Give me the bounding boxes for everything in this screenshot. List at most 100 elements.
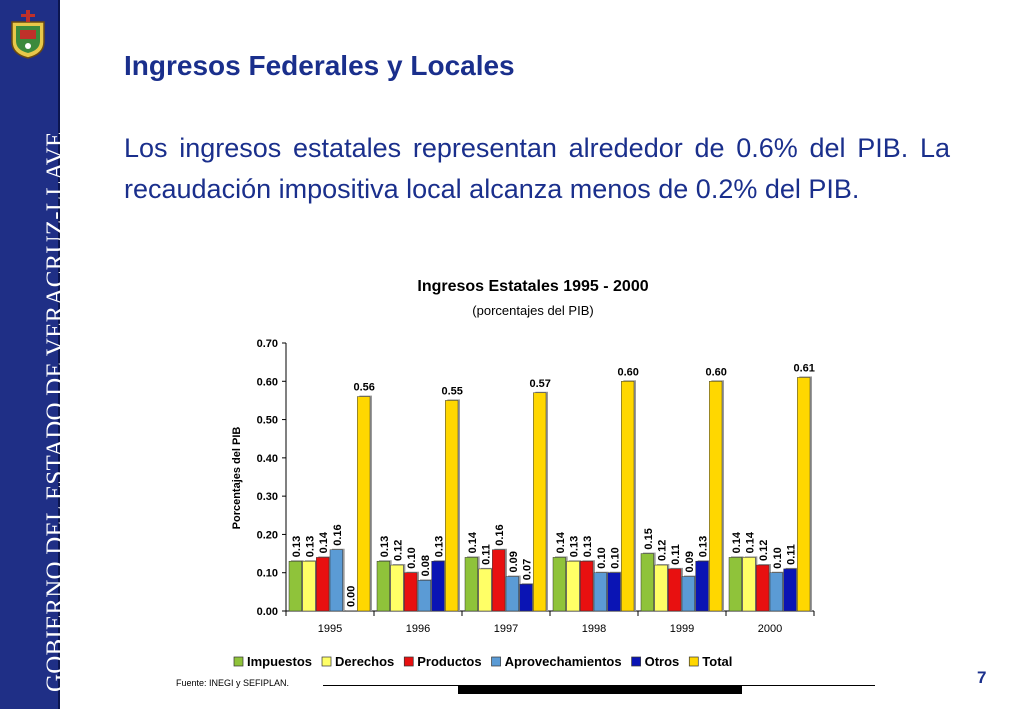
legend-label: Derechos: [335, 654, 394, 669]
bar-shadow: [345, 610, 359, 611]
bar-derechos-1999: [654, 564, 668, 612]
source-note: Fuente: INEGI y SEFIPLAN.: [176, 678, 290, 688]
bar-aprovechamientos-1997: [505, 576, 519, 612]
data-label: 0.00: [346, 586, 358, 607]
y-tick-label: 0.40: [257, 453, 278, 465]
x-tick-label: 1999: [670, 623, 694, 635]
bar-otros-1998: [607, 572, 621, 612]
bar-derechos-1995: [302, 560, 316, 612]
data-label: 0.12: [657, 540, 669, 561]
bar-impuestos-1996: [376, 560, 390, 612]
bar-impuestos-1998: [552, 557, 566, 612]
data-label: 0.13: [305, 536, 317, 557]
footer-rule: [323, 685, 875, 686]
bar-derechos-1996: [390, 564, 404, 612]
bar-total-1995: [357, 396, 371, 612]
data-label: 0.07: [522, 559, 534, 580]
bar-impuestos-1995: [288, 560, 302, 612]
data-label: 0.09: [508, 551, 520, 572]
bar-series: 0.13 0.13 0.14 0.160.000.560.13 0.12 0.10 0.08…: [288, 362, 815, 612]
bar-productos-1995: [316, 557, 330, 612]
chart-legend: Impuestos Derechos Productos Aprovechamient…: [233, 654, 732, 669]
data-label: 0.13: [434, 536, 446, 557]
x-tick-label: 2000: [758, 623, 782, 635]
bar-otros-1999: [695, 560, 709, 612]
data-label: 0.10: [610, 547, 622, 568]
data-label: 0.11: [670, 544, 682, 565]
bar-total-2000: [797, 377, 811, 612]
bar-derechos-1997: [478, 568, 492, 612]
y-tick-label: 0.50: [257, 415, 278, 427]
data-label: 0.13: [291, 536, 303, 557]
coat-of-arms-icon: [11, 10, 45, 59]
slide-body-text: Los ingresos estatales representan alred…: [124, 133, 950, 204]
sidebar: GOBIERNO DEL ESTADO DE VERACRUZ-LLAVE: [0, 0, 69, 709]
x-tick-label: 1998: [582, 623, 606, 635]
bar-aprovechamientos-1998: [593, 572, 607, 612]
bar-total-1999: [709, 381, 723, 612]
data-label: 0.09: [684, 551, 696, 572]
data-label: 0.12: [758, 540, 770, 561]
bar-derechos-1998: [566, 560, 580, 612]
data-label: 0.61: [793, 362, 814, 374]
data-label: 0.15: [643, 528, 655, 549]
data-label: 0.11: [786, 544, 798, 565]
x-tick-label: 1997: [494, 623, 518, 635]
legend-swatch: [631, 656, 641, 667]
x-axis: 1995 1996 1997 1998 1999 2000: [285, 610, 815, 635]
chart-title: Ingresos Estatales 1995 - 2000: [417, 278, 648, 295]
y-tick-label: 0.30: [257, 491, 278, 503]
bar-derechos-2000: [742, 557, 756, 612]
data-label: 0.14: [745, 531, 757, 553]
data-label: 0.57: [529, 378, 550, 390]
bar-otros-1996: [431, 560, 445, 612]
bar-aprovechamientos-2000: [769, 572, 783, 612]
legend-label: Productos: [417, 654, 481, 669]
chart-subtitle: (porcentajes del PIB): [472, 303, 593, 318]
bar-productos-2000: [756, 564, 770, 612]
data-label: 0.16: [494, 524, 506, 545]
legend-label: Otros: [645, 654, 680, 669]
data-label: 0.13: [569, 536, 581, 557]
legend-swatch: [688, 656, 699, 667]
data-label: 0.55: [441, 385, 462, 397]
y-tick-label: 0.60: [257, 376, 278, 388]
bar-otros-1997: [519, 583, 533, 612]
data-label: 0.08: [420, 555, 432, 576]
data-label: 0.10: [596, 547, 608, 568]
x-tick-label: 1995: [318, 623, 342, 635]
bar-impuestos-1999: [640, 553, 654, 612]
bar-productos-1999: [668, 568, 682, 612]
bar-total-1996: [445, 400, 459, 612]
y-tick-label: 0.10: [257, 568, 278, 580]
y-axis-label: Porcentajes del PIB: [231, 427, 243, 530]
legend-swatch: [321, 656, 332, 667]
data-label: 0.12: [393, 540, 405, 561]
data-label: 0.16: [332, 524, 344, 545]
legend-swatch: [403, 656, 414, 667]
legend-label: Impuestos: [247, 654, 312, 669]
footer-bar: [458, 686, 742, 694]
y-tick-label: 0.00: [257, 606, 278, 618]
data-label: 0.14: [318, 531, 330, 553]
bar-total-1997: [533, 392, 547, 612]
legend-swatch: [233, 656, 244, 667]
y-tick-label: 0.20: [257, 529, 278, 541]
data-label: 0.14: [555, 531, 567, 553]
y-tick-label: 0.70: [257, 338, 278, 350]
page-number: 7: [977, 668, 987, 687]
data-label: 0.13: [698, 536, 710, 557]
legend-label: Aprovechamientos: [505, 654, 622, 669]
bar-productos-1996: [404, 572, 418, 612]
bar-productos-1998: [580, 560, 594, 612]
bar-impuestos-2000: [728, 557, 742, 612]
bar-productos-1997: [492, 549, 506, 612]
bar-aprovechamientos-1996: [417, 580, 431, 612]
data-label: 0.60: [705, 366, 726, 378]
data-label: 0.14: [731, 531, 743, 553]
data-label: 0.56: [353, 382, 374, 394]
data-label: 0.11: [481, 544, 493, 565]
legend-swatch: [491, 656, 501, 667]
bar-otros-2000: [783, 568, 797, 612]
